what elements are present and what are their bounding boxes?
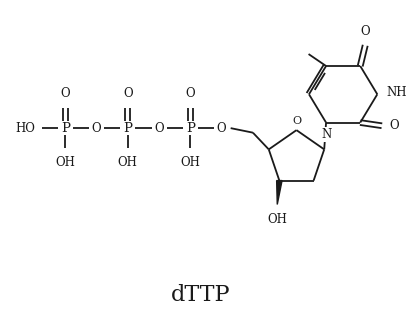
Text: NH: NH [387,86,407,99]
Text: O: O [360,25,370,38]
Text: OH: OH [268,213,287,226]
Text: OH: OH [118,156,138,169]
Text: N: N [321,128,331,141]
Text: P: P [186,122,195,135]
Text: dTTP: dTTP [171,284,230,307]
Text: O: O [186,87,195,100]
Text: O: O [217,122,226,135]
Text: O: O [92,122,101,135]
Text: O: O [61,87,70,100]
Text: O: O [390,119,399,132]
Text: O: O [123,87,133,100]
Polygon shape [277,180,282,204]
Text: P: P [123,122,132,135]
Text: P: P [61,122,70,135]
Text: OH: OH [180,156,200,169]
Text: O: O [292,116,301,126]
Text: OH: OH [55,156,75,169]
Text: HO: HO [15,122,35,135]
Text: O: O [154,122,164,135]
